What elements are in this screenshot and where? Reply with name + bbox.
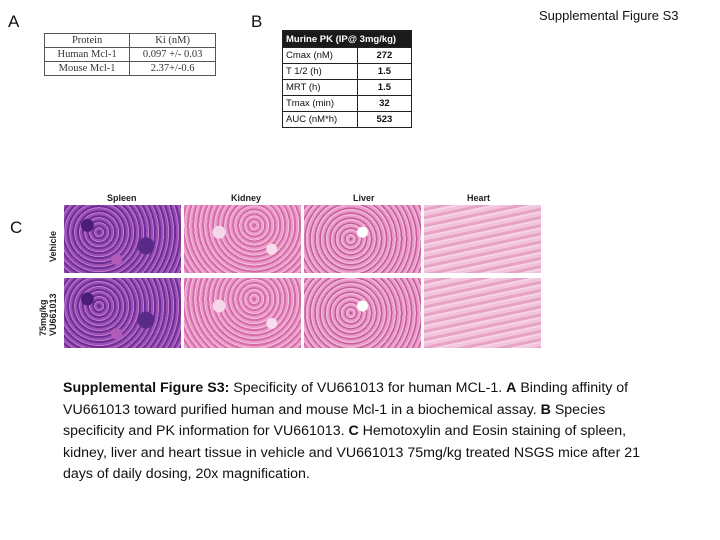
table-cell: Human Mcl-1: [43, 47, 131, 62]
binding-affinity-table-crop: Protein Ki (nM) Human Mcl-1 0.097 +/- 0.…: [42, 31, 222, 90]
micrograph-vehicle-liver: [304, 205, 421, 273]
table-cell: 1.5: [356, 63, 413, 80]
column-label-liver: Liver: [353, 193, 375, 203]
table-cell: 523: [356, 111, 413, 128]
table-header-row: Murine PK (IP@ 3mg/kg): [282, 30, 412, 48]
panel-label-b: B: [251, 12, 263, 31]
table-cell: Cmax (nM): [282, 47, 358, 64]
caption-a-text: Binding affinity of VU661013 toward puri…: [63, 380, 629, 418]
table-row: Mouse Mcl-1 2.37+/-0.6: [43, 61, 216, 76]
micrograph-treated-liver: [304, 278, 421, 348]
header-cell: Ki (nM): [129, 33, 216, 48]
table-row: Tmax (min) 32: [282, 95, 413, 112]
table-row: Human Mcl-1 0.097 +/- 0.03: [43, 47, 216, 62]
pk-table: Murine PK (IP@ 3mg/kg) Cmax (nM) 272 T 1…: [282, 30, 413, 128]
micrograph-treated-spleen: [64, 278, 181, 348]
table-cell: MRT (h): [282, 79, 358, 96]
caption-c-text: Hemotoxylin and Eosin staining of spleen…: [63, 423, 641, 482]
column-label-kidney: Kidney: [231, 193, 262, 203]
caption-b-text: Species specificity and PK information f…: [63, 401, 606, 440]
column-label-spleen: Spleen: [107, 193, 137, 203]
figure-caption: Supplemental Figure S3: Specificity of V…: [63, 378, 663, 486]
micrograph-treated-heart: [424, 278, 541, 348]
table-cell: 272: [356, 47, 413, 64]
figure-title: Supplemental Figure S3: [539, 8, 679, 23]
row-label-treated: 75mg/kg VU661013: [38, 293, 58, 336]
micrograph-vehicle-heart: [424, 205, 541, 273]
caption-lead: Supplemental Figure S3:: [63, 380, 230, 396]
table-cell: Tmax (min): [282, 95, 358, 112]
table-row: Cmax (nM) 272: [282, 47, 413, 64]
table-cell: 2.37+/-0.6: [129, 61, 216, 76]
caption-text: Specificity of VU661013 for human MCL-1.: [229, 380, 507, 396]
header-cell: Protein: [43, 33, 131, 48]
panel-label-a: A: [8, 12, 20, 31]
table-row: T 1/2 (h) 1.5: [282, 63, 413, 80]
micrograph-treated-kidney: [184, 278, 301, 348]
panel-label-c: C: [10, 218, 23, 237]
table-cell: 0.097 +/- 0.03: [129, 47, 216, 62]
caption-c-label: C: [348, 423, 359, 439]
table-row: AUC (nM*h) 523: [282, 111, 413, 128]
header-cell: Murine PK (IP@ 3mg/kg): [282, 30, 412, 48]
table-cell: 1.5: [356, 79, 413, 96]
binding-affinity-table: Protein Ki (nM) Human Mcl-1 0.097 +/- 0.…: [43, 33, 216, 76]
table-cell: AUC (nM*h): [282, 111, 358, 128]
table-cell: T 1/2 (h): [282, 63, 358, 80]
table-row: MRT (h) 1.5: [282, 79, 413, 96]
caption-b-label: B: [540, 401, 551, 418]
micrograph-vehicle-spleen: [64, 205, 181, 273]
table-header-row: Protein Ki (nM): [43, 33, 216, 48]
caption-a-label: A: [506, 380, 517, 396]
table-cell: Mouse Mcl-1: [43, 61, 131, 76]
column-label-heart: Heart: [467, 193, 491, 203]
table-cell: 32: [356, 95, 413, 112]
micrograph-vehicle-kidney: [184, 205, 301, 273]
row-label-vehicle: Vehicle: [48, 230, 58, 262]
